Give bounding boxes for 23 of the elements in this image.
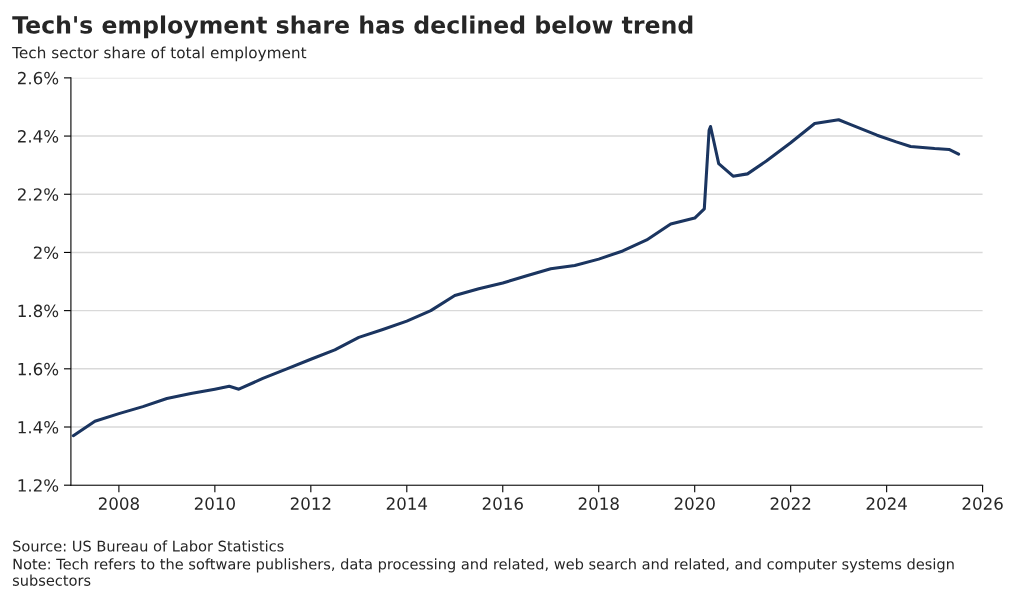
source-note: Source: US Bureau of Labor Statistics bbox=[13, 540, 284, 552]
x-tick-label: 2018 bbox=[578, 497, 619, 510]
x-tick-label: 2020 bbox=[674, 497, 715, 510]
x-tick-label: 2012 bbox=[290, 497, 331, 510]
y-tick-label: 1.6% bbox=[18, 362, 59, 376]
x-tick-label: 2014 bbox=[386, 497, 428, 510]
x-tick-label: 2008 bbox=[98, 497, 139, 510]
y-tick-label: 2.4% bbox=[17, 130, 59, 143]
y-tick-label: 1.4% bbox=[18, 420, 59, 434]
text: Note: Tech refers to the software publishers, data processing and related, web search and related, and computer systems design subsectors bbox=[12, 558, 954, 586]
y-tick-label: 2% bbox=[33, 246, 59, 259]
chart-title: Tech's employment share has declined below trend bbox=[12, 15, 693, 39]
chart-subtitle: Tech sector share of total employment bbox=[12, 46, 307, 62]
y-tick-label: 2.2% bbox=[17, 188, 59, 201]
y-tick-label: 1.2% bbox=[18, 479, 59, 492]
x-tick-label: 2022 bbox=[770, 497, 811, 510]
x-tick-label: 2010 bbox=[194, 497, 235, 510]
x-tick-label: 2016 bbox=[482, 497, 523, 510]
x-tick-label: 2024 bbox=[866, 497, 907, 510]
line-series bbox=[71, 118, 961, 438]
y-tick-label: 2.6% bbox=[17, 71, 59, 85]
x-tick-label: 2026 bbox=[962, 497, 1003, 510]
y-tick-label: 1.8% bbox=[18, 304, 59, 318]
